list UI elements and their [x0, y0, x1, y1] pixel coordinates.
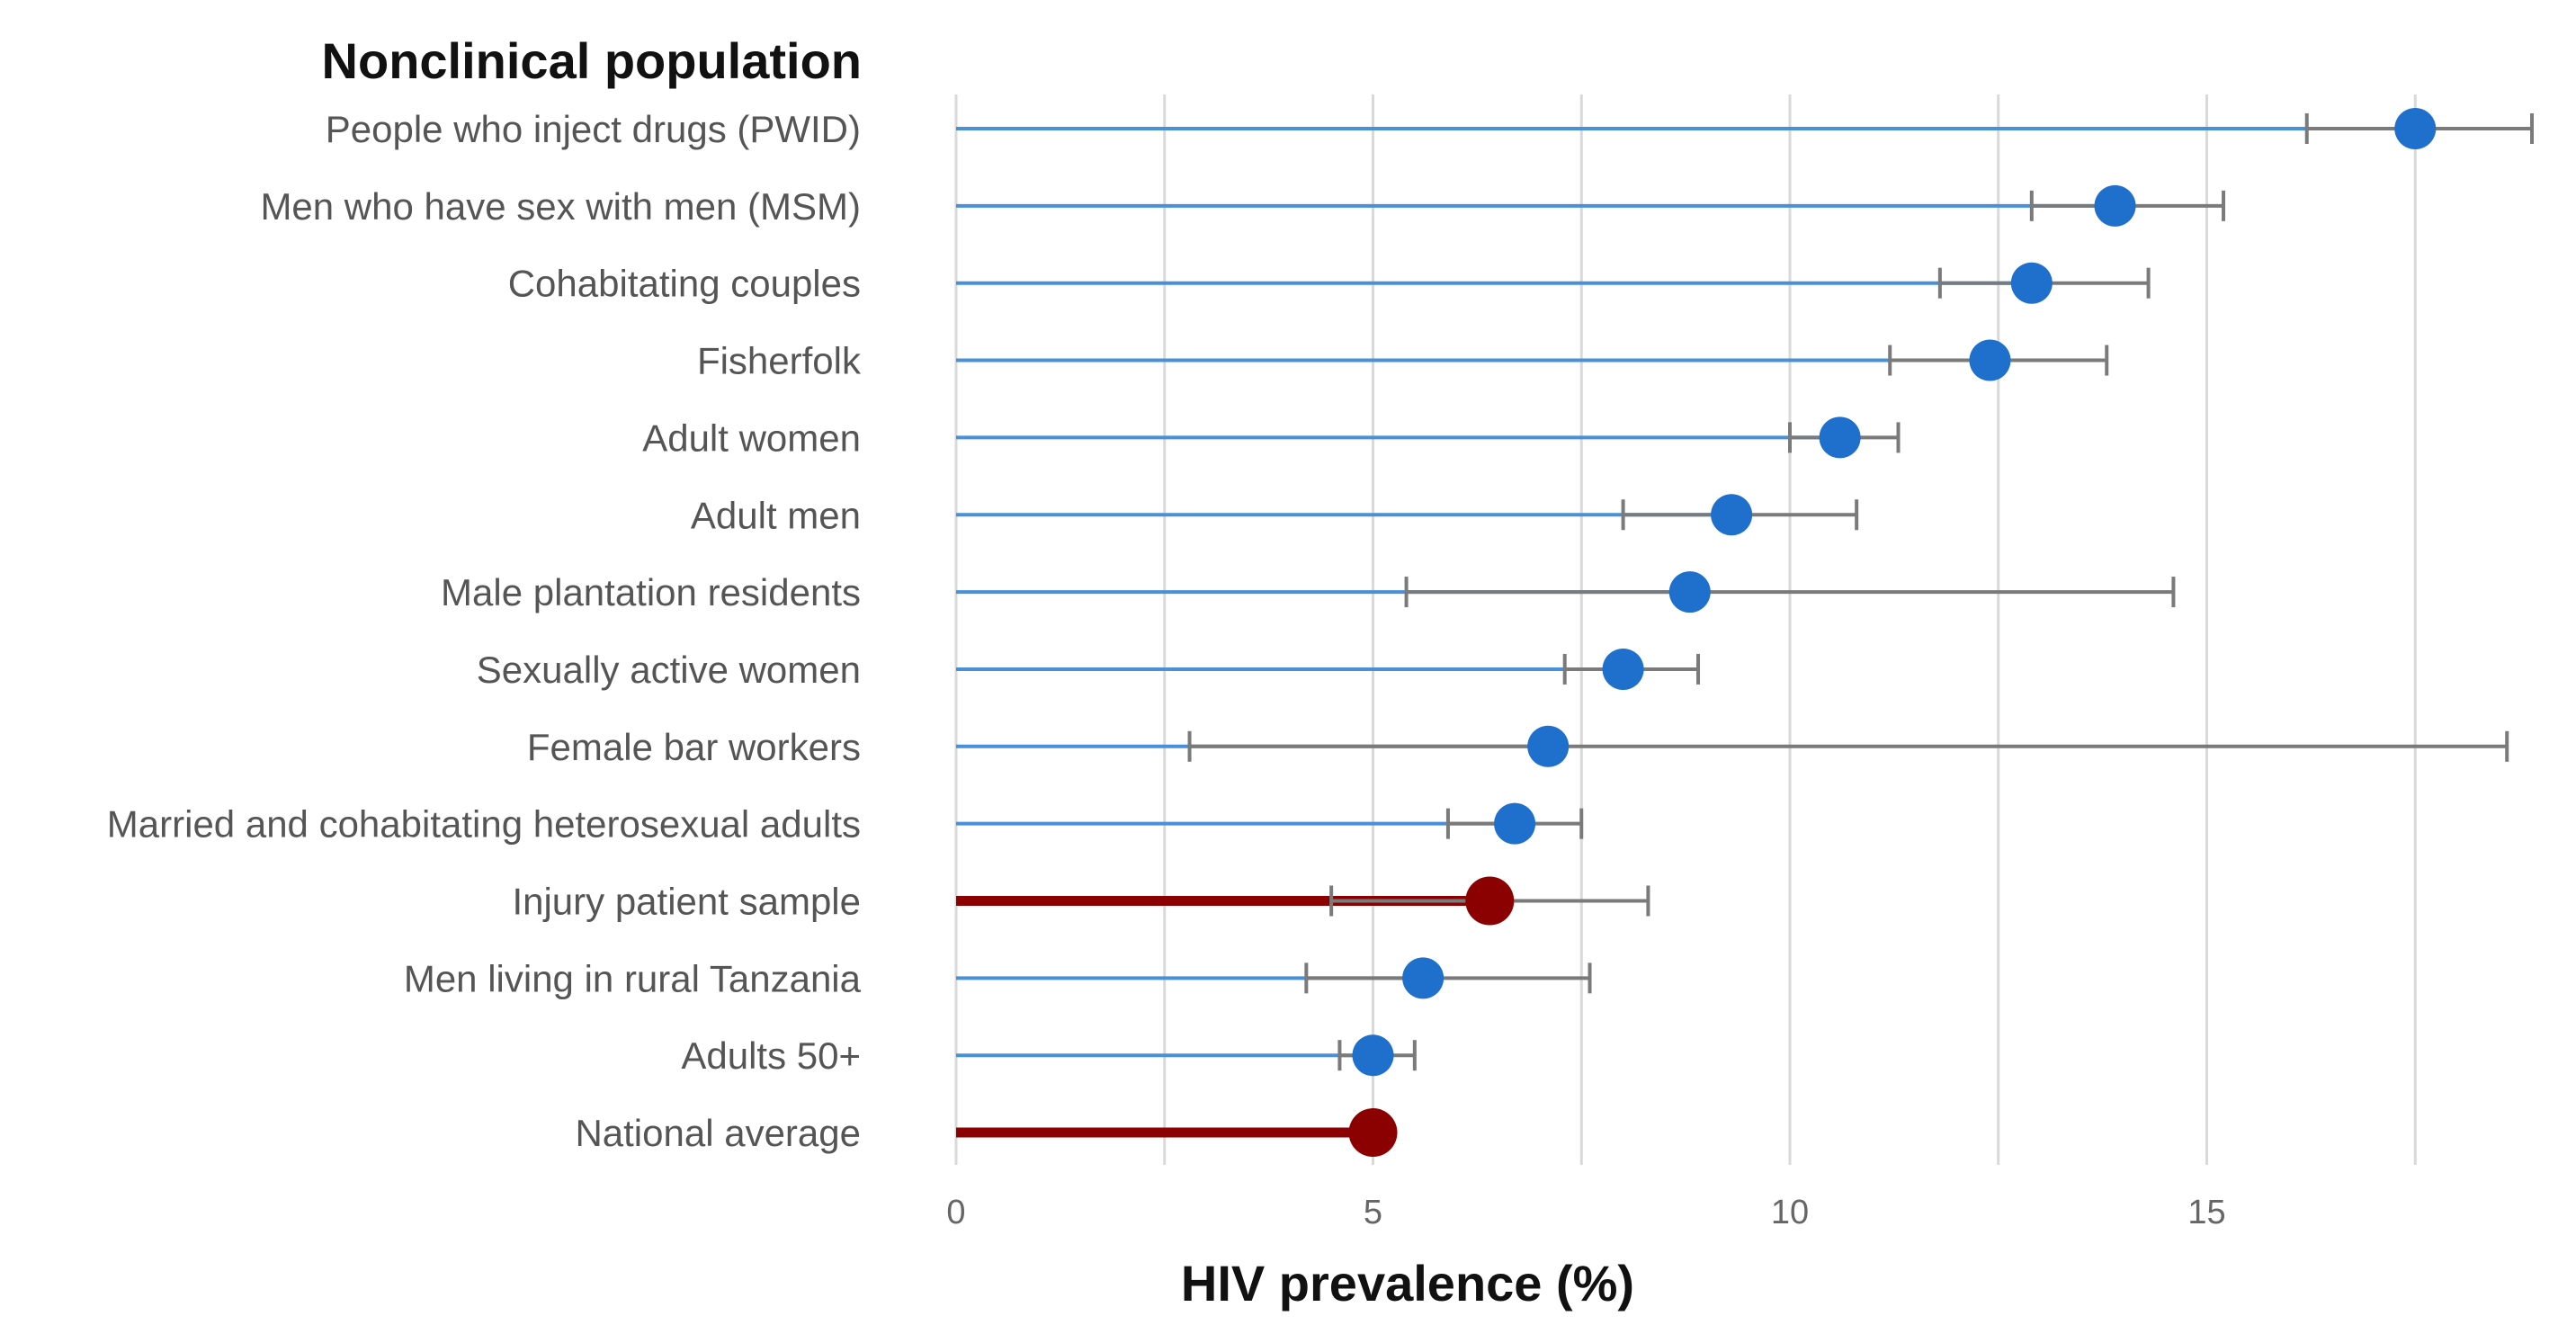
data-point: [1602, 648, 1644, 690]
category-label: Adults 50+: [681, 1034, 861, 1077]
category-label: Men who have sex with men (MSM): [260, 185, 861, 228]
data-series: [956, 108, 2535, 1158]
x-tick-label: 10: [1771, 1194, 1809, 1231]
category-label: People who inject drugs (PWID): [326, 108, 861, 150]
category-label: Fisherfolk: [697, 340, 862, 382]
data-point: [1819, 416, 1861, 459]
data-point: [1402, 957, 1445, 999]
x-tick-label: 15: [2187, 1194, 2225, 1231]
category-label: Adult women: [642, 416, 861, 459]
category-label: Adult men: [691, 494, 861, 536]
x-tick-label: 0: [946, 1194, 965, 1231]
data-point: [1711, 494, 1753, 536]
x-axis-ticks: 0 5 10 15: [946, 1194, 2225, 1231]
category-label: Injury patient sample: [512, 881, 861, 923]
data-point: [1494, 802, 1536, 845]
highlight-point: [1465, 876, 1515, 926]
x-axis-title: HIV prevalence (%): [1181, 1255, 1634, 1312]
category-labels: People who inject drugs (PWID) Men who ha…: [107, 108, 862, 1154]
x-tick-label: 5: [1364, 1194, 1382, 1231]
data-point: [2094, 184, 2136, 227]
data-point: [2394, 108, 2437, 149]
data-point: [1527, 725, 1570, 767]
category-label: Married and cohabitating heterosexual ad…: [107, 803, 861, 846]
category-label: Sexually active women: [477, 649, 861, 691]
data-point: [1668, 571, 1711, 613]
data-point: [2010, 262, 2053, 304]
gridlines: [954, 94, 2417, 1165]
chart-title: Nonclinical population: [322, 32, 862, 89]
data-point: [1352, 1034, 1394, 1077]
category-label: Male plantation residents: [441, 571, 861, 613]
category-label: Female bar workers: [527, 726, 861, 768]
category-label: Men living in rural Tanzania: [404, 957, 862, 999]
data-point: [1969, 339, 2011, 381]
category-label: Cohabitating couples: [508, 263, 861, 305]
highlight-point: [1348, 1108, 1398, 1158]
category-label: National average: [575, 1112, 861, 1154]
